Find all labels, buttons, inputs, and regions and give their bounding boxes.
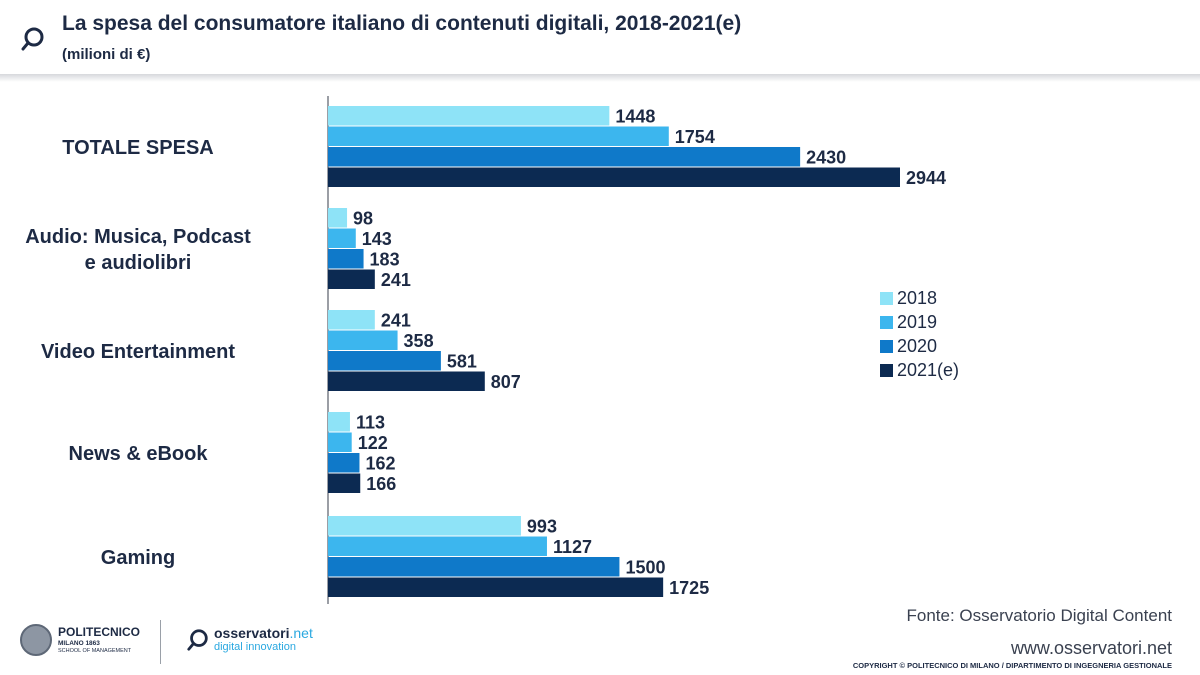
bar-2020-1 — [328, 249, 364, 269]
bar-2019-2 — [328, 330, 398, 350]
data-label: 241 — [381, 270, 411, 290]
bar-2021(e)-2 — [328, 371, 485, 391]
bar-2019-3 — [328, 432, 352, 452]
data-label: 241 — [381, 311, 411, 331]
legend-item: 2021(e) — [880, 358, 959, 382]
legend-label: 2021(e) — [897, 359, 960, 380]
bar-2019-0 — [328, 126, 669, 146]
bar-2018-3 — [328, 412, 350, 432]
legend-label: 2018 — [897, 287, 938, 308]
data-label: 581 — [447, 352, 477, 372]
category-label: TOTALE SPESA — [62, 137, 214, 159]
university-seal-icon — [20, 624, 52, 656]
logo-divider — [160, 620, 161, 664]
bar-2020-4 — [328, 557, 620, 577]
data-label: 1127 — [553, 537, 592, 557]
data-label: 113 — [356, 413, 385, 433]
header: La spesa del consumatore italiano di con… — [0, 0, 1200, 74]
page-title: La spesa del consumatore italiano di con… — [62, 12, 742, 35]
bar-2021(e)-4 — [328, 577, 664, 597]
polimi-name: POLITECNICO — [58, 624, 141, 639]
bar-2021(e)-3 — [328, 473, 361, 493]
category-label: Video Entertainment — [41, 341, 235, 363]
legend-item: 2019 — [880, 310, 959, 334]
osservatori-tagline: digital innovation — [214, 641, 296, 653]
legend-label: 2020 — [897, 335, 938, 356]
bar-2019-4 — [328, 536, 547, 556]
data-label: 807 — [491, 372, 521, 392]
category-label: News & eBook — [69, 443, 209, 465]
data-label: 1448 — [615, 107, 655, 127]
data-label: 1725 — [669, 578, 709, 598]
category-label: Gaming — [101, 547, 175, 569]
legend-label: 2019 — [897, 311, 938, 332]
bar-2020-0 — [328, 147, 801, 167]
data-label: 143 — [362, 229, 392, 249]
source-note: Fonte: Osservatorio Digital Content — [906, 606, 1172, 625]
polimi-logo: POLITECNICO MILANO 1863 SCHOOL OF MANAGE… — [20, 624, 140, 656]
osservatori-name: osservatori.net — [214, 625, 313, 641]
data-label: 2430 — [806, 148, 846, 168]
category-label: Audio: Musica, Podcast — [25, 226, 251, 248]
data-label: 122 — [358, 433, 388, 453]
legend-swatch — [880, 363, 893, 377]
header-divider — [0, 74, 1200, 82]
bar-2018-1 — [328, 208, 348, 228]
polimi-school: SCHOOL OF MANAGEMENT — [58, 648, 132, 654]
bar-2018-0 — [328, 106, 610, 126]
bar-2019-1 — [328, 228, 356, 248]
bar-2018-4 — [328, 516, 521, 536]
magnifier-icon — [187, 628, 208, 651]
data-label: 358 — [404, 331, 434, 351]
category-label: e audiolibri — [85, 252, 192, 274]
bar-2021(e)-0 — [328, 167, 900, 187]
data-label: 166 — [366, 474, 396, 494]
data-label: 1754 — [675, 127, 715, 147]
polimi-city: MILANO 1863 — [58, 639, 100, 647]
bar-2021(e)-1 — [328, 269, 375, 289]
bar-2020-2 — [328, 351, 441, 371]
legend-item: 2018 — [880, 286, 959, 310]
data-label: 162 — [365, 454, 395, 474]
legend-swatch — [880, 291, 893, 305]
legend-item: 2020 — [880, 334, 959, 358]
data-label: 1500 — [625, 558, 665, 578]
magnifier-icon — [21, 27, 44, 51]
data-label: 993 — [527, 517, 557, 537]
legend-swatch — [880, 339, 893, 353]
data-label: 183 — [370, 250, 400, 270]
chart-legend: 2018 2019 2020 2021(e) — [880, 286, 959, 382]
bar-2020-3 — [328, 453, 360, 473]
data-label: 2944 — [906, 168, 946, 188]
bar-2018-2 — [328, 310, 375, 330]
legend-swatch — [880, 315, 893, 329]
page-subtitle: (milioni di €) — [62, 46, 151, 63]
data-label: 98 — [353, 209, 373, 229]
website-link[interactable]: www.osservatori.net — [1010, 638, 1172, 658]
osservatori-logo: osservatori.net digital innovation — [186, 626, 313, 653]
copyright-note: COPYRIGHT © POLITECNICO DI MILANO / DIPA… — [852, 661, 1172, 670]
